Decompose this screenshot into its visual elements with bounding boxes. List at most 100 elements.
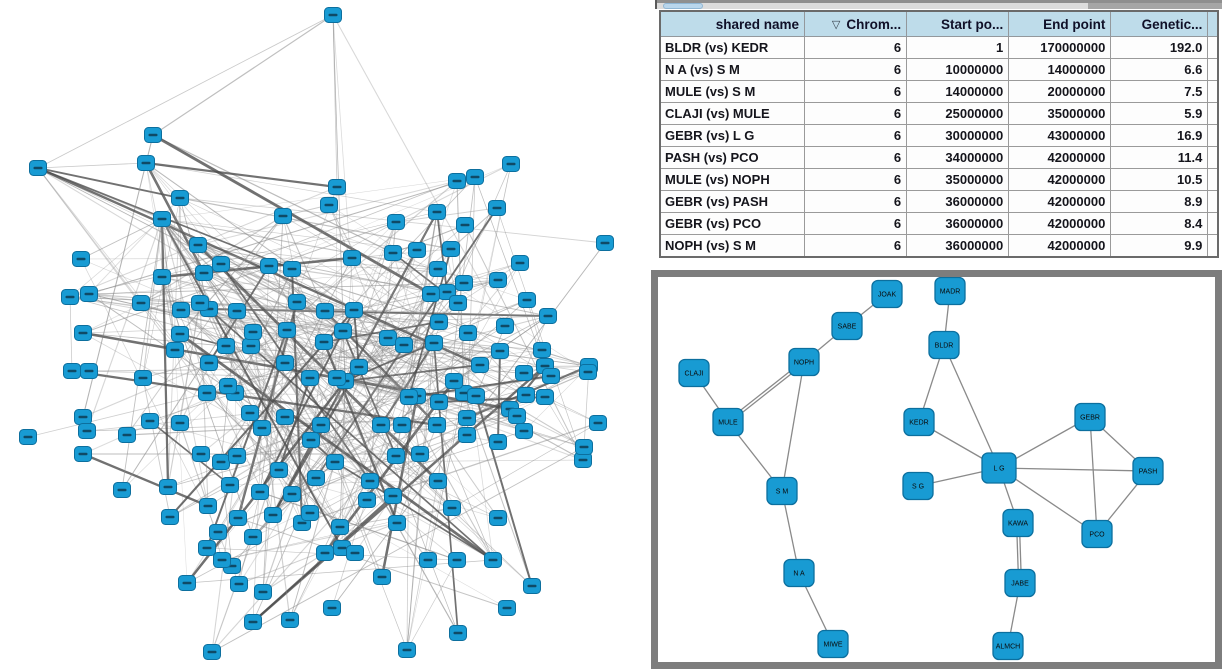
graph-edge[interactable] bbox=[259, 491, 458, 561]
graph-edge[interactable] bbox=[353, 309, 549, 317]
table-cell[interactable]: 14000000 bbox=[906, 80, 1010, 103]
column-header-End point[interactable]: End point bbox=[1008, 10, 1112, 37]
graph-edge[interactable] bbox=[69, 211, 438, 298]
graph-node-ALMCH[interactable]: ALMCH bbox=[992, 631, 1024, 661]
graph-node[interactable] bbox=[178, 575, 196, 591]
table-row[interactable]: NOPH (vs) S M 6 36000000 42000000 9.9 bbox=[659, 234, 1219, 258]
graph-node[interactable] bbox=[74, 409, 92, 425]
graph-node[interactable] bbox=[80, 286, 98, 302]
graph-node[interactable] bbox=[448, 173, 466, 189]
graph-node[interactable] bbox=[212, 454, 230, 470]
graph-edge[interactable] bbox=[121, 218, 163, 491]
table-cell[interactable]: 43000000 bbox=[1008, 124, 1112, 147]
table-cell[interactable] bbox=[1207, 124, 1219, 147]
graph-node[interactable] bbox=[19, 429, 37, 445]
graph-edge[interactable] bbox=[332, 14, 346, 382]
graph-edge[interactable] bbox=[301, 422, 599, 524]
table-cell[interactable]: 35000000 bbox=[1008, 102, 1112, 125]
graph-edge[interactable] bbox=[145, 161, 338, 189]
graph-edge[interactable] bbox=[282, 215, 528, 301]
graph-node[interactable] bbox=[384, 245, 402, 261]
graph-node[interactable] bbox=[161, 509, 179, 525]
table-cell[interactable]: NOPH (vs) S M bbox=[659, 234, 806, 258]
graph-edge[interactable] bbox=[82, 332, 494, 561]
graph-edge[interactable] bbox=[227, 385, 499, 519]
graph-edge[interactable] bbox=[781, 361, 805, 492]
graph-node[interactable] bbox=[536, 389, 554, 405]
graph-node[interactable] bbox=[455, 275, 473, 291]
graph-edge[interactable] bbox=[152, 134, 394, 254]
graph-edge[interactable] bbox=[408, 211, 438, 398]
graph-node[interactable] bbox=[328, 370, 346, 386]
graph-node[interactable] bbox=[430, 394, 448, 410]
graph-edge[interactable] bbox=[406, 559, 458, 651]
graph-edge[interactable] bbox=[69, 268, 439, 298]
graph-node[interactable] bbox=[508, 408, 526, 424]
table-cell[interactable]: 30000000 bbox=[906, 124, 1010, 147]
graph-node[interactable] bbox=[307, 470, 325, 486]
graph-node[interactable] bbox=[449, 295, 467, 311]
graph-edge[interactable] bbox=[145, 162, 438, 213]
graph-node[interactable] bbox=[63, 363, 81, 379]
graph-node[interactable] bbox=[198, 385, 216, 401]
graph-edge[interactable] bbox=[334, 461, 408, 651]
table-cell[interactable]: 170000000 bbox=[1008, 36, 1112, 59]
table-row[interactable]: GEBR (vs) PCO 6 36000000 42000000 8.4 bbox=[659, 212, 1219, 235]
graph-node[interactable] bbox=[346, 545, 364, 561]
graph-edge[interactable] bbox=[291, 268, 448, 293]
table-cell[interactable]: CLAJI (vs) MULE bbox=[659, 102, 806, 125]
graph-node[interactable] bbox=[350, 359, 368, 375]
graph-node[interactable] bbox=[264, 507, 282, 523]
graph-node[interactable] bbox=[134, 370, 152, 386]
graph-edge[interactable] bbox=[309, 377, 421, 455]
graph-edge[interactable] bbox=[289, 252, 394, 621]
graph-edge[interactable] bbox=[286, 309, 355, 331]
graph-edge[interactable] bbox=[142, 197, 181, 379]
graph-edge[interactable] bbox=[236, 455, 508, 609]
graph-node[interactable] bbox=[228, 448, 246, 464]
graph-edge[interactable] bbox=[334, 330, 344, 463]
column-header-Genetic...[interactable]: Genetic... bbox=[1110, 10, 1209, 37]
graph-node[interactable] bbox=[458, 410, 476, 426]
graph-edge[interactable] bbox=[179, 422, 209, 507]
graph-edge[interactable] bbox=[475, 325, 506, 397]
filter-icon[interactable]: ▽ bbox=[831, 18, 841, 31]
graph-node[interactable] bbox=[459, 325, 477, 341]
table-cell[interactable] bbox=[1207, 168, 1219, 191]
graph-edge[interactable] bbox=[328, 204, 410, 398]
table-cell[interactable]: 34000000 bbox=[906, 146, 1010, 169]
graph-edge[interactable] bbox=[161, 218, 343, 549]
graph-node[interactable] bbox=[244, 324, 262, 340]
graph-edge[interactable] bbox=[278, 469, 341, 528]
graph-node[interactable] bbox=[315, 334, 333, 350]
graph-edge[interactable] bbox=[152, 14, 334, 136]
graph-edge[interactable] bbox=[211, 380, 455, 653]
graph-node-PASH[interactable]: PASH bbox=[1132, 456, 1164, 486]
graph-edge[interactable] bbox=[203, 272, 344, 332]
graph-node[interactable] bbox=[343, 250, 361, 266]
table-cell[interactable]: 9.9 bbox=[1110, 234, 1209, 258]
table-row[interactable]: GEBR (vs) PASH 6 36000000 42000000 8.9 bbox=[659, 190, 1219, 213]
graph-edge[interactable] bbox=[69, 296, 73, 372]
graph-edge[interactable] bbox=[342, 330, 459, 634]
table-cell[interactable]: MULE (vs) S M bbox=[659, 80, 806, 103]
graph-node[interactable] bbox=[199, 498, 217, 514]
graph-node[interactable] bbox=[515, 423, 533, 439]
graph-edge[interactable] bbox=[344, 364, 481, 382]
graph-node-KAWA[interactable]: KAWA bbox=[1002, 508, 1034, 538]
graph-node[interactable] bbox=[213, 552, 231, 568]
graph-edge[interactable] bbox=[334, 342, 435, 463]
table-cell[interactable]: 36000000 bbox=[906, 212, 1010, 235]
graph-node[interactable] bbox=[442, 241, 460, 257]
graph-edge[interactable] bbox=[161, 218, 317, 479]
graph-node[interactable] bbox=[230, 576, 248, 592]
graph-node-L G[interactable]: L G bbox=[981, 452, 1017, 484]
graph-node[interactable] bbox=[388, 515, 406, 531]
graph-node[interactable] bbox=[192, 446, 210, 462]
graph-edge[interactable] bbox=[395, 207, 498, 223]
table-row[interactable]: PASH (vs) PCO 6 34000000 42000000 11.4 bbox=[659, 146, 1219, 169]
graph-node[interactable] bbox=[212, 256, 230, 272]
graph-node[interactable] bbox=[379, 330, 397, 346]
table-cell[interactable]: 6 bbox=[804, 58, 908, 81]
table-cell[interactable] bbox=[1207, 58, 1219, 81]
